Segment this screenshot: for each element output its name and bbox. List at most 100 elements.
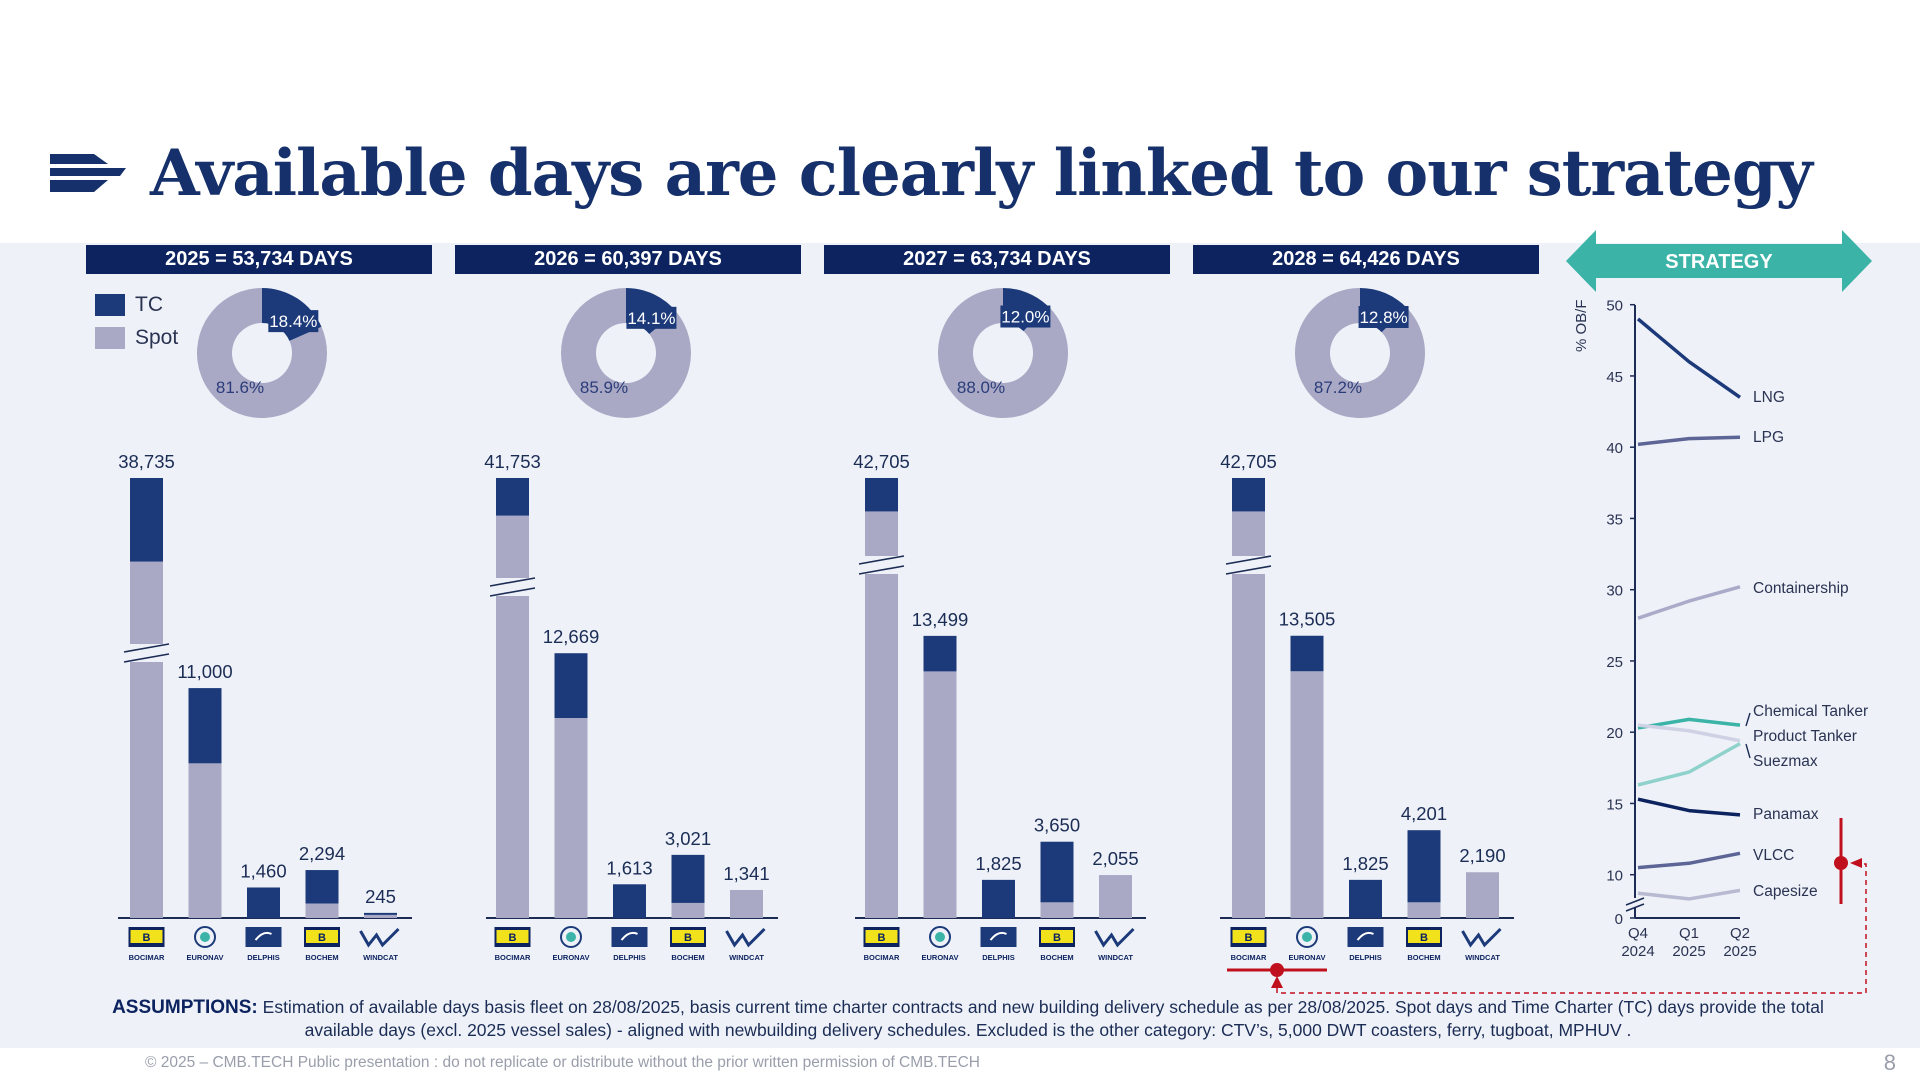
line-axis-break-bottom: [1625, 903, 1645, 912]
highlight-vertical-arrowhead: [1850, 858, 1862, 868]
bochem-logo-name: BOCHEM: [1407, 953, 1440, 962]
y-tick-label-50: 50: [1606, 298, 1623, 315]
euronav-logo-core: [566, 932, 576, 942]
bocimar-logo-yellow: [1232, 930, 1265, 943]
euronav-logo-2026: EURONAV: [553, 926, 589, 962]
donut-tc-label-box-2027: [1000, 305, 1051, 328]
bar-value-label-delphis-2027: 1,825: [975, 853, 1021, 874]
donut-tc-label-box-2028: [1358, 305, 1409, 328]
bocimar-logo-2027: B BOCIMAR: [863, 927, 900, 962]
euronav-logo-core: [935, 932, 945, 942]
bar-value-label-delphis-2026: 1,613: [606, 857, 652, 878]
page-number: 8: [1883, 1050, 1896, 1075]
bar-spot-windcat-2025: [364, 914, 397, 918]
bocimar-logo-name: BOCIMAR: [495, 953, 531, 962]
donut-tc-label-2025: 18.4%: [269, 312, 317, 331]
series-label-panamax: Panamax: [1753, 806, 1819, 823]
euronav-logo-name: EURONAV: [1289, 953, 1326, 962]
bochem-logo-name: BOCHEM: [1040, 953, 1073, 962]
bar-break-2028-line-bottom: [1225, 565, 1272, 575]
bar-break-2026-line-bottom: [489, 587, 536, 597]
euronav-logo-core: [1302, 932, 1312, 942]
bar-tc-delphis-2028: [1349, 879, 1382, 918]
bar-break-2026-gap: [490, 578, 535, 596]
windcat-logo-mark: [359, 927, 400, 948]
legend-tc-label: TC: [135, 293, 163, 316]
bocimar-logo-letter: B: [143, 932, 151, 944]
strategy-arrow: [1566, 230, 1872, 292]
bar-tc-delphis-2026: [613, 884, 646, 918]
windcat-logo-2028: WINDCAT: [1461, 927, 1502, 962]
series-label-product-tanker: Product Tanker: [1753, 728, 1857, 745]
year-header-2025: 2025 = 53,734 DAYS: [86, 245, 432, 274]
bar-value-label-euronav-2026: 12,669: [543, 626, 600, 647]
bochem-logo-name: BOCHEM: [671, 953, 704, 962]
donut-spot-label-2027: 88.0%: [957, 378, 1005, 397]
delphis-logo-name: DELPHIS: [247, 953, 280, 962]
y-tick-label-45: 45: [1606, 369, 1623, 386]
bar-spot-euronav-2025: [188, 763, 222, 918]
windcat-logo-2026: WINDCAT: [725, 927, 766, 962]
bochem-logo-2027: B BOCHEM: [1039, 927, 1075, 962]
bar-spot-bochem-2025: [305, 903, 339, 918]
bar-spot-bochem-2027: [1040, 902, 1074, 918]
delphis-logo-name: DELPHIS: [982, 953, 1015, 962]
bar-tc-delphis-2025: [247, 887, 280, 918]
bar-value-label-bocimar-2026: 41,753: [484, 451, 541, 472]
y-tick-label-40: 40: [1606, 440, 1623, 457]
delphis-logo-name: DELPHIS: [613, 953, 646, 962]
legend-spot-label: Spot: [135, 326, 179, 349]
euronav-logo-core: [200, 932, 210, 942]
bar-value-label-windcat-2027: 2,055: [1092, 848, 1138, 869]
y-tick-label-25: 25: [1606, 654, 1623, 671]
bar-tc-bocimar-2026: [496, 478, 529, 516]
bar-value-label-bochem-2025: 2,294: [299, 843, 345, 864]
euronav-logo-ring: [1296, 926, 1318, 948]
bochem-logo-letter: B: [684, 932, 692, 944]
series-line-suezmax: [1637, 742, 1741, 787]
windcat-logo-2027: WINDCAT: [1094, 927, 1135, 962]
windcat-logo-mark: [725, 927, 766, 948]
bar-spot-bochem-2026: [671, 902, 705, 918]
x-tick-label-2-quarter: Q2: [1730, 925, 1750, 942]
euronav-logo-ring: [194, 926, 216, 948]
delphis-logo-mark: [1356, 931, 1374, 941]
bochem-logo-letter: B: [318, 932, 326, 944]
bocimar-logo-2025: B BOCIMAR: [128, 927, 165, 962]
bar-spot-bochem-2028: [1407, 902, 1441, 918]
cluster-tick-top: [1745, 712, 1751, 727]
delphis-logo-2025: DELPHIS: [245, 927, 282, 962]
y-tick-label-15: 15: [1606, 796, 1623, 813]
legend-tc-swatch: [95, 294, 125, 316]
series-label-vlcc: VLCC: [1753, 847, 1794, 864]
strategy-label: STRATEGY: [1665, 251, 1773, 273]
bar-value-label-euronav-2027: 13,499: [912, 609, 969, 630]
bar-break-2025-gap: [124, 644, 169, 662]
y-tick-label-10: 10: [1606, 868, 1623, 885]
series-line-vlcc: [1637, 851, 1741, 870]
bar-spot-windcat-2027: [1099, 875, 1132, 918]
bar-tc-euronav-2025: [188, 688, 222, 764]
bar-spot-bocimar-2025: [130, 561, 163, 918]
bar-value-label-euronav-2028: 13,505: [1279, 609, 1336, 630]
delphis-logo-2026: DELPHIS: [611, 927, 648, 962]
bar-tc-windcat-2025: [364, 912, 397, 915]
bar-tc-bochem-2025: [305, 870, 339, 904]
bar-spot-bocimar-2027: [865, 511, 898, 918]
bar-tc-bochem-2027: [1040, 841, 1074, 903]
donut-spot-slice-2028: [1294, 288, 1425, 418]
bar-break-2025-line-top: [123, 643, 170, 653]
x-tick-label-1-quarter: Q1: [1679, 925, 1699, 942]
bar-value-label-bocimar-2028: 42,705: [1220, 451, 1277, 472]
assumptions-text: Estimation of available days basis fleet…: [262, 997, 1824, 1040]
bochem-logo-letter: B: [1053, 932, 1061, 944]
donut-spot-slice-2026: [561, 288, 691, 419]
highlight-dot: [1270, 963, 1284, 977]
series-label-containership: Containership: [1753, 580, 1849, 597]
bocimar-logo-letter: B: [1245, 932, 1253, 944]
bar-value-label-delphis-2028: 1,825: [1342, 853, 1388, 874]
bar-tc-bocimar-2027: [865, 478, 898, 512]
bochem-logo-yellow: [1408, 930, 1440, 943]
bocimar-logo-2028: B BOCIMAR: [1230, 927, 1267, 962]
bar-tc-bochem-2028: [1407, 830, 1441, 903]
